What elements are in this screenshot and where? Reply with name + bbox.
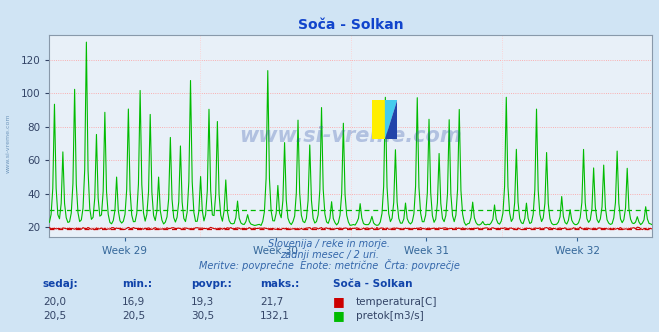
- Title: Soča - Solkan: Soča - Solkan: [298, 18, 404, 32]
- Text: www.si-vreme.com: www.si-vreme.com: [240, 126, 462, 146]
- Text: Meritve: povprečne  Enote: metrične  Črta: povprečje: Meritve: povprečne Enote: metrične Črta:…: [199, 259, 460, 271]
- Text: 19,3: 19,3: [191, 297, 214, 307]
- Text: ■: ■: [333, 295, 345, 308]
- Text: 132,1: 132,1: [260, 311, 290, 321]
- Text: ■: ■: [333, 309, 345, 322]
- Text: 16,9: 16,9: [122, 297, 145, 307]
- Text: 21,7: 21,7: [260, 297, 283, 307]
- Text: maks.:: maks.:: [260, 279, 300, 289]
- Text: povpr.:: povpr.:: [191, 279, 232, 289]
- Text: temperatura[C]: temperatura[C]: [356, 297, 438, 307]
- Text: 20,5: 20,5: [122, 311, 145, 321]
- Polygon shape: [385, 100, 397, 139]
- Text: 20,0: 20,0: [43, 297, 66, 307]
- Text: 20,5: 20,5: [43, 311, 66, 321]
- Text: zadnji mesec / 2 uri.: zadnji mesec / 2 uri.: [280, 250, 379, 260]
- Text: 30,5: 30,5: [191, 311, 214, 321]
- Polygon shape: [385, 100, 397, 139]
- Text: Slovenija / reke in morje.: Slovenija / reke in morje.: [268, 239, 391, 249]
- Text: pretok[m3/s]: pretok[m3/s]: [356, 311, 424, 321]
- Polygon shape: [372, 100, 385, 139]
- Text: www.si-vreme.com: www.si-vreme.com: [5, 113, 11, 173]
- Text: sedaj:: sedaj:: [43, 279, 78, 289]
- Text: Soča - Solkan: Soča - Solkan: [333, 279, 413, 289]
- Text: min.:: min.:: [122, 279, 152, 289]
